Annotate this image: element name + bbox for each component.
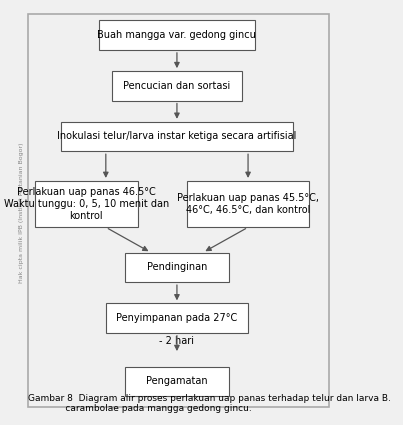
Text: Pencucian dan sortasi: Pencucian dan sortasi bbox=[123, 81, 231, 91]
Text: Buah mangga var. gedong gincu: Buah mangga var. gedong gincu bbox=[98, 30, 256, 40]
Text: - 2 hari: - 2 hari bbox=[160, 336, 194, 346]
Text: Inokulasi telur/larva instar ketiga secara artifisial: Inokulasi telur/larva instar ketiga seca… bbox=[57, 131, 297, 142]
FancyBboxPatch shape bbox=[125, 252, 229, 282]
Text: Perlakuan uap panas 45.5°C,
46°C, 46.5°C, dan kontrol: Perlakuan uap panas 45.5°C, 46°C, 46.5°C… bbox=[177, 193, 319, 215]
Text: Hak cipta milik IPB (Institut Pertanian Bogor): Hak cipta milik IPB (Institut Pertanian … bbox=[19, 142, 24, 283]
FancyBboxPatch shape bbox=[187, 181, 310, 227]
Text: Gambar 8  Diagram alir proses perlakuan uap panas terhadap telur dan larva B.
  : Gambar 8 Diagram alir proses perlakuan u… bbox=[28, 394, 391, 413]
FancyBboxPatch shape bbox=[112, 71, 241, 101]
Text: Perlakuan uap panas 46.5°C
Waktu tunggu: 0, 5, 10 menit dan
kontrol: Perlakuan uap panas 46.5°C Waktu tunggu:… bbox=[4, 187, 169, 221]
FancyBboxPatch shape bbox=[125, 367, 229, 396]
Text: Pendinginan: Pendinginan bbox=[147, 262, 207, 272]
FancyBboxPatch shape bbox=[100, 20, 255, 50]
FancyBboxPatch shape bbox=[60, 122, 293, 151]
Text: Pengamatan: Pengamatan bbox=[146, 377, 208, 386]
FancyBboxPatch shape bbox=[106, 303, 248, 333]
Text: Penyimpanan pada 27°C: Penyimpanan pada 27°C bbox=[116, 313, 237, 323]
FancyBboxPatch shape bbox=[35, 181, 138, 227]
